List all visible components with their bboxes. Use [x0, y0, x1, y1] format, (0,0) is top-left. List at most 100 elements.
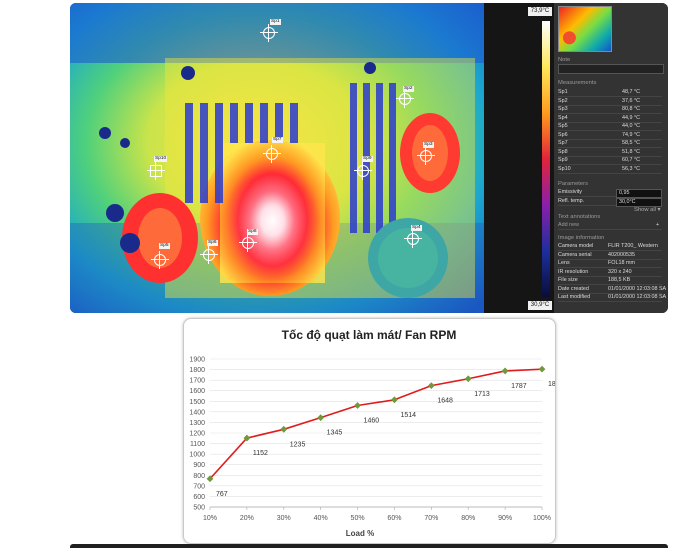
- thermal-image: Sp1 Sp2 Sp3 Sp4 Sp5 Sp6 Sp7 Sp8 Sp9 Sp10: [70, 3, 484, 313]
- y-tick-label: 1500: [189, 399, 205, 406]
- measurement-value: 74,9 °C: [622, 131, 641, 138]
- thermal-heatmap: [70, 3, 484, 313]
- x-tick-label: 20%: [240, 515, 254, 522]
- data-label: 767: [216, 491, 228, 498]
- measurement-row[interactable]: Sp9 60,7 °C: [558, 157, 662, 166]
- emissivity-field[interactable]: 0,95: [616, 189, 662, 198]
- spot-marker-sp5[interactable]: [151, 251, 169, 269]
- image-info-heading: Image information: [558, 235, 605, 241]
- image-thumbnail[interactable]: [558, 6, 612, 52]
- info-row: Camera serial 402000535: [558, 252, 662, 260]
- y-tick-label: 1300: [189, 420, 205, 427]
- refl-temp-field[interactable]: 30,0°C: [616, 198, 662, 207]
- spot-marker-sp8[interactable]: [239, 234, 257, 252]
- x-axis-label: Load %: [346, 529, 374, 538]
- y-tick-label: 900: [193, 462, 205, 469]
- info-name: Camera model: [558, 243, 594, 249]
- info-name: Camera serial: [558, 251, 592, 258]
- measurement-name: Sp6: [558, 131, 568, 138]
- data-label: 1235: [290, 441, 306, 448]
- measurement-value: 51,8 °C: [622, 148, 641, 155]
- y-tick-label: 1000: [189, 452, 205, 459]
- data-point: [317, 414, 325, 422]
- y-tick-label: 600: [193, 494, 205, 501]
- data-point: [501, 367, 509, 375]
- y-tick-label: 1700: [189, 378, 205, 385]
- plus-icon: +: [656, 222, 660, 228]
- measurement-row[interactable]: Sp5 44,0 °C: [558, 123, 662, 132]
- spot-label-sp3: Sp3: [423, 142, 434, 148]
- chart-svg: Tốc độ quạt làm mát/ Fan RPM Load % 500 6…: [189, 328, 555, 538]
- measurement-row[interactable]: Sp6 74,9 °C: [558, 132, 662, 140]
- spot-marker-sp7[interactable]: [263, 145, 281, 163]
- parameter-row: Refl. temp.: [558, 198, 662, 207]
- spot-marker-sp10[interactable]: [147, 162, 165, 180]
- info-name: IR resolution: [558, 268, 589, 275]
- info-value: 188,5 KB: [608, 277, 631, 283]
- next-panel-edge: [70, 544, 668, 548]
- data-point: [538, 365, 546, 373]
- data-label: 1460: [364, 418, 380, 425]
- data-label: 1787: [511, 383, 527, 390]
- spot-label-sp8: Sp8: [247, 229, 258, 235]
- info-row: File size 188,5 KB: [558, 277, 662, 286]
- data-label: 1152: [253, 450, 268, 457]
- parameter-name: Emissivity: [558, 189, 582, 195]
- x-tick-label: 60%: [387, 515, 401, 522]
- scale-min-label[interactable]: 30,9°C: [528, 301, 552, 310]
- data-point: [391, 396, 398, 404]
- spot-marker-sp1[interactable]: [260, 24, 278, 42]
- measurement-row[interactable]: Sp4 44,9 °C: [558, 115, 662, 123]
- spot-label-sp2: Sp2: [403, 86, 414, 92]
- spot-label-sp6: Sp6: [207, 240, 218, 246]
- measurement-name: Sp10: [558, 165, 571, 172]
- spot-label-sp9: Sp9: [362, 156, 373, 162]
- fan-rpm-chart: Tốc độ quạt làm mát/ Fan RPM Load % 500 6…: [183, 318, 556, 544]
- spot-marker-sp4[interactable]: [404, 230, 422, 248]
- refl-temp-value: 30,0°C: [619, 199, 636, 205]
- note-field[interactable]: [558, 64, 664, 74]
- info-row: Last modified 01/01/2000 12:03:08 SA: [558, 294, 666, 303]
- info-row: IR resolution 320 x 240: [558, 269, 662, 277]
- measurement-name: Sp8: [558, 148, 568, 155]
- measurement-value: 48,7 °C: [622, 89, 641, 95]
- measurement-row[interactable]: Sp2 37,6 °C: [558, 98, 662, 106]
- y-tick-label: 1100: [190, 441, 205, 448]
- info-row: Camera model FLIR T200_ Western: [558, 243, 662, 252]
- scale-max-label[interactable]: 73,9°C: [528, 7, 552, 16]
- measurement-row[interactable]: Sp10 56,3 °C: [558, 166, 662, 174]
- data-label: 1345: [327, 430, 343, 437]
- info-value: 01/01/2000 12:03:08 SA: [608, 285, 667, 292]
- measurement-row[interactable]: Sp7 58,5 °C: [558, 140, 662, 149]
- spot-marker-sp6[interactable]: [200, 246, 218, 264]
- measurement-value: 37,6 °C: [622, 97, 641, 104]
- add-new-button[interactable]: Add new +: [558, 222, 662, 231]
- x-tick-label: 10%: [203, 515, 217, 522]
- show-all-link[interactable]: Show all ▾: [634, 207, 661, 213]
- color-scale-bar: [542, 21, 550, 297]
- x-tick-label: 40%: [314, 515, 328, 522]
- data-point: [280, 425, 288, 433]
- chart-title: Tốc độ quạt làm mát/ Fan RPM: [282, 328, 457, 342]
- spot-marker-sp3[interactable]: [417, 147, 435, 165]
- y-tick-label: 700: [193, 483, 205, 490]
- y-tick-label: 1900: [189, 357, 205, 364]
- measurement-row[interactable]: Sp3 80,8 °C: [558, 106, 662, 115]
- measurement-value: 56,3 °C: [622, 165, 641, 172]
- spot-label-sp10: Sp10: [154, 156, 168, 162]
- x-tick-label: 100%: [533, 515, 551, 522]
- info-value: 402000535: [608, 251, 635, 258]
- measurement-row[interactable]: Sp8 51,8 °C: [558, 149, 662, 157]
- info-name: File size: [558, 277, 578, 283]
- x-tick-label: 50%: [351, 515, 365, 522]
- data-point: [464, 375, 472, 383]
- y-tick-label: 1800: [189, 367, 205, 374]
- data-label: 1804: [548, 381, 555, 388]
- measurement-value: 58,5 °C: [622, 140, 641, 146]
- measurement-name: Sp7: [558, 140, 568, 146]
- spot-marker-sp9[interactable]: [354, 162, 372, 180]
- measurement-row[interactable]: Sp1 48,7 °C: [558, 89, 662, 98]
- spot-marker-sp2[interactable]: [396, 90, 414, 108]
- parameters-heading: Parameters: [558, 181, 588, 187]
- measurement-name: Sp3: [558, 106, 568, 112]
